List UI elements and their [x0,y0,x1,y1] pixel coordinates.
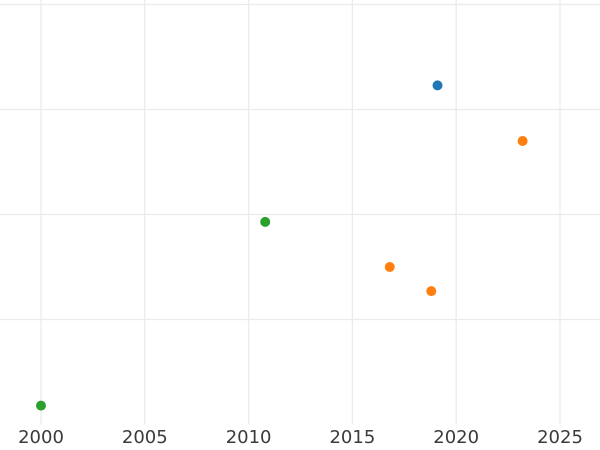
data-point-orange-series [426,286,437,297]
x-tick-label: 2000 [18,427,64,448]
x-tick-label: 2025 [537,427,583,448]
data-point-green-series [260,216,271,227]
x-tick-label: 2005 [122,427,168,448]
data-point-blue-series [432,80,443,91]
data-point-orange-series [517,136,528,146]
x-tick-label: 2015 [329,427,375,448]
x-tick-label: 2010 [226,427,272,448]
data-point-orange-series [384,262,395,272]
x-tick-label: 2020 [433,427,479,448]
data-point-green-series [36,400,46,411]
